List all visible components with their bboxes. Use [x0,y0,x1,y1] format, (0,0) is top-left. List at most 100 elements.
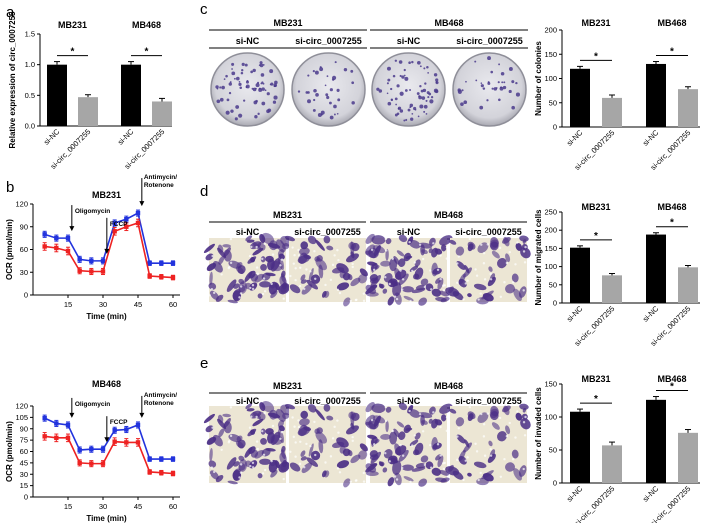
panel-e-membrane-pore [282,477,285,481]
panel-d-group-title: MB468 [657,202,686,212]
panel-d-membrane-pore [393,295,397,298]
panel-e-membrane-pore [305,442,308,446]
panel-c-y-tick-label: 100 [544,74,557,83]
panel-d-membrane-pore [229,261,233,265]
panel-d-stained-cell [421,249,428,255]
panel-b-chart-2-x-axis-label: Time (min) [86,514,127,523]
panel-b-chart-1-data-point [147,273,152,279]
panel-e-stained-cell [209,470,219,480]
panel-d-membrane-pore [408,240,411,244]
panel-d-membrane-pore [442,289,446,292]
panel-d-membrane-pore [362,292,366,295]
panel-e-membrane-pore [384,405,388,409]
panel-a-significance-star: * [145,47,149,58]
panel-e-membrane-pore [351,435,354,439]
panel-e-stained-cell [279,452,287,465]
panel-b-chart-2-data-point [135,440,141,445]
panel-d-stained-cell [233,283,240,289]
panel-d-membrane-pore [294,267,297,270]
panel-d-membrane-pore [391,257,394,261]
panel-b-chart-2-data-point [112,428,117,433]
panel-a-x-tick-label: si-NC [116,127,136,147]
panel-d-membrane-pore [489,278,493,281]
panel-c-colony [376,87,380,91]
panel-d-stained-cell [358,273,368,284]
panel-e-stained-cell [331,441,345,449]
panel-d-membrane-pore [239,285,243,288]
panel-d-membrane-pore [238,296,241,299]
panel-e-membrane-pore [336,467,340,470]
panel-c-colony [399,74,402,78]
panel-d-membrane-pore [462,298,465,301]
panel-d-membrane-pore [338,291,342,295]
panel-e-stained-cell [282,412,290,420]
panel-c: c MB231 MB468 si-NC si-circ_0007255 si-NC si-c… [200,1,700,172]
panel-c-colony [503,81,506,84]
panel-c-colony [419,65,422,68]
panel-c-colony [394,97,398,101]
panel-e-stained-cell [511,449,519,459]
panel-e-stained-cell [365,402,375,413]
panel-d-stained-cell [246,239,255,243]
panel-e-y-tick-label: 0 [553,479,557,488]
panel-d-membrane-pore [282,297,285,300]
panel-e-stained-cell [208,460,217,468]
panel-c-colony [498,98,501,102]
panel-c-colony [216,87,219,90]
panel-d-membrane-pore [309,270,312,273]
panel-d-x-tick-label: si-NC [641,304,661,324]
panel-d-membrane-pore [456,281,459,284]
panel-e-stained-cell [401,464,414,471]
panel-c-colony [235,76,240,81]
panel-e-stained-cell [269,409,278,420]
panel-c-colony [231,62,235,66]
panel-b-chart-1-injection-arrowhead [139,201,145,207]
panel-d-y-tick-label: 250 [544,208,557,217]
panel-d-membrane-pore [480,243,483,246]
panel-b-chart-1-data-point [89,269,94,274]
panel-e-y-axis-label: Number of invaded cells [534,387,543,480]
panel-c-colony [305,91,309,94]
panel-c-colony [261,87,265,91]
panel-d-stained-cell [265,272,276,277]
panel-d-stained-cell [269,240,278,251]
panel-e-membrane-pore [238,476,241,479]
panel-c-colony [336,113,339,115]
panel-c-colony [307,74,310,77]
panel-d-stained-cell [518,286,527,298]
panel-e-stained-cell [215,474,224,483]
panel-d-stained-cell [205,253,214,261]
panel-e-stained-cell [398,431,406,441]
panel-c-x-tick-label: si-NC [565,128,585,148]
panel-e-stained-cell [278,428,285,444]
panel-d-membrane-pore [370,248,374,251]
panel-d-membrane-pore [294,278,297,282]
panel-d-membrane-pore [305,268,308,271]
panel-e: e MB231 MB468 si-NC si-circ_0007255 si-NC si-c… [200,355,700,523]
panel-c-colony [243,99,246,102]
panel-d-stained-cell [367,261,377,266]
panel-b-chart-2-y-tick-label: 90 [20,424,28,433]
panel-e-stained-cell [452,470,464,480]
panel-d-stained-cell [505,253,511,263]
panel-c-colony [480,82,483,84]
panel-c-colony [229,81,232,83]
panel-e-stained-cell [393,428,400,438]
panel-e-significance-star: * [594,394,598,405]
panel-e-membrane-pore [436,443,440,446]
panel-e-membrane-pore [256,447,259,451]
panel-d-stained-cell [382,288,388,294]
panel-c-colony [394,113,398,117]
panel-c-colony [399,91,404,96]
panel-c-colony [261,101,266,106]
panel-c-colony [337,98,341,102]
panel-d-stained-cell [308,267,314,282]
panel-b-chart-1-x-tick-label: 15 [64,300,72,309]
panel-b-chart-2-data-point [65,422,71,428]
panel-d-stained-cell [415,284,426,291]
panel-d-stained-cell [232,290,242,302]
panel-e-stained-cell [301,462,313,474]
panel-b-chart-1-y-tick-label: 30 [20,268,28,277]
panel-e-stained-cell [491,422,500,430]
panel-e-stained-cell [238,463,246,471]
